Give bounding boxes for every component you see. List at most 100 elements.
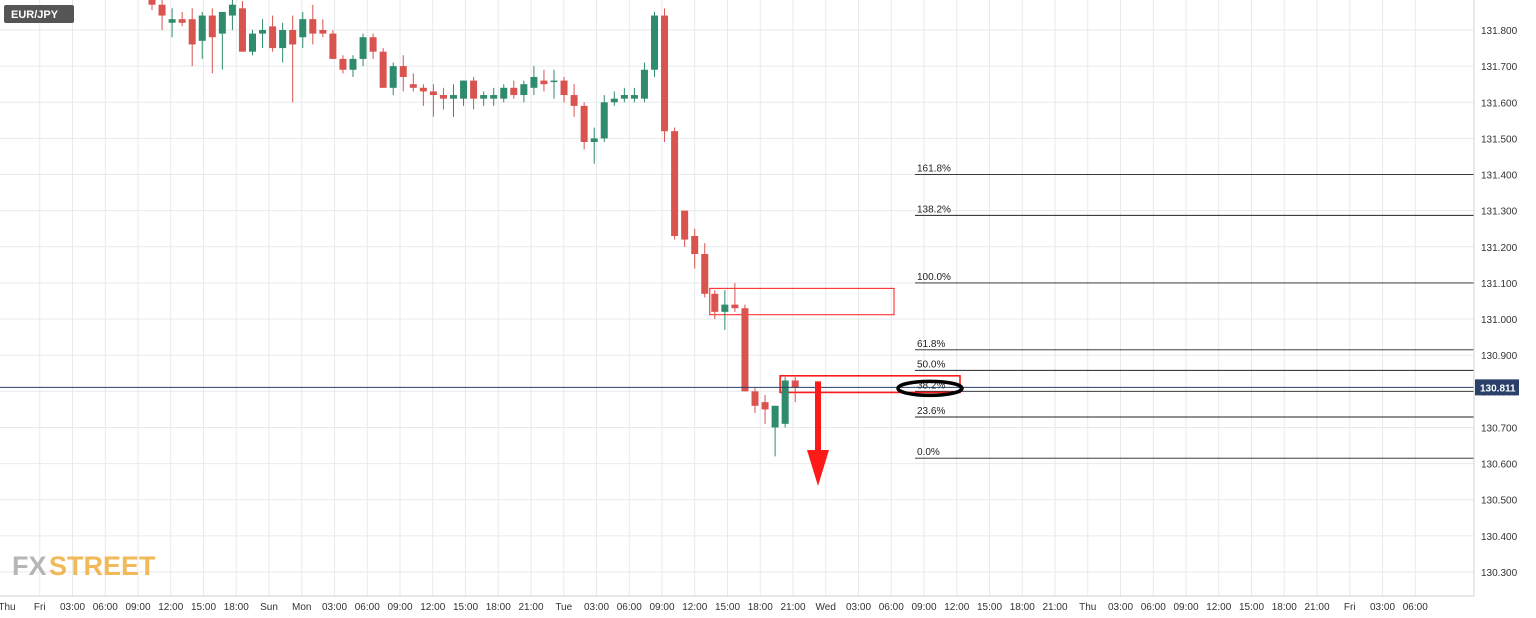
candle-body-up[interactable] bbox=[259, 30, 267, 34]
candle-body-up[interactable] bbox=[359, 37, 367, 59]
fib-level-label: 100.0% bbox=[917, 272, 951, 283]
fxstreet-logo: FX STREET bbox=[12, 551, 156, 581]
candle-body-up[interactable] bbox=[610, 98, 618, 103]
time-tick-label: 03:00 bbox=[1370, 602, 1395, 613]
candle-body-up[interactable] bbox=[721, 304, 729, 312]
time-tick-label: 15:00 bbox=[1239, 602, 1264, 613]
candle-body-up[interactable] bbox=[651, 15, 658, 70]
down-arrow-head bbox=[807, 450, 829, 486]
candle-body-down[interactable] bbox=[540, 80, 548, 85]
candle-body-up[interactable] bbox=[349, 58, 357, 70]
price-tick-label: 131.600 bbox=[1481, 98, 1518, 109]
price-tick-label: 131.200 bbox=[1481, 243, 1518, 254]
price-tick-label: 130.300 bbox=[1481, 568, 1518, 579]
time-tick-label: 06:00 bbox=[355, 602, 380, 613]
candle-body-down[interactable] bbox=[701, 254, 709, 294]
price-tick-label: 131.700 bbox=[1481, 62, 1518, 73]
candle-body-up[interactable] bbox=[460, 80, 468, 99]
time-tick-label: 06:00 bbox=[1403, 602, 1428, 613]
time-tick-label: 06:00 bbox=[93, 602, 118, 613]
candle-body-down[interactable] bbox=[289, 30, 297, 45]
candle-body-down[interactable] bbox=[681, 210, 689, 240]
time-tick-label: Wed bbox=[816, 602, 836, 613]
fib-level-label: 50.0% bbox=[917, 359, 945, 370]
candle-body-up[interactable] bbox=[168, 19, 176, 23]
candle-body-down[interactable] bbox=[309, 19, 317, 34]
candle-body-down[interactable] bbox=[691, 235, 699, 255]
candle-body-down[interactable] bbox=[580, 105, 588, 143]
candle-body-down[interactable] bbox=[419, 87, 427, 92]
time-tick-label: 09:00 bbox=[649, 602, 674, 613]
candle-body-down[interactable] bbox=[178, 19, 186, 23]
candle-body-down[interactable] bbox=[731, 304, 739, 309]
candle-body-down[interactable] bbox=[148, 0, 156, 5]
price-axis[interactable]: 131.800 131.700 131.600 131.500 131.400 131.3… bbox=[1473, 0, 1519, 596]
time-tick-label: 03:00 bbox=[322, 602, 347, 613]
candle-body-up[interactable] bbox=[389, 66, 397, 88]
candle-body-up[interactable] bbox=[530, 76, 538, 88]
candle-body-up[interactable] bbox=[450, 95, 457, 99]
candle-body-up[interactable] bbox=[520, 84, 528, 96]
candle-body-down[interactable] bbox=[429, 91, 437, 96]
candle-body-down[interactable] bbox=[369, 37, 377, 52]
candle-body-up[interactable] bbox=[198, 15, 206, 41]
candle-body-up[interactable] bbox=[550, 80, 558, 83]
candle-body-up[interactable] bbox=[218, 11, 226, 34]
current-price-label: 130.811 bbox=[1480, 383, 1516, 394]
time-tick-label: 18:00 bbox=[1010, 602, 1035, 613]
candle-body-up[interactable] bbox=[630, 95, 638, 99]
candle-body-down[interactable] bbox=[409, 84, 417, 88]
candle-body-up[interactable] bbox=[771, 405, 779, 428]
candle-body-down[interactable] bbox=[188, 19, 196, 45]
time-tick-label: 03:00 bbox=[846, 602, 871, 613]
candle-body-down[interactable] bbox=[158, 4, 166, 16]
annotations bbox=[0, 379, 1474, 486]
candle-body-down[interactable] bbox=[791, 380, 799, 388]
candle-body-up[interactable] bbox=[781, 380, 789, 424]
candle-body-up[interactable] bbox=[600, 102, 608, 139]
candle-body-down[interactable] bbox=[671, 131, 679, 236]
symbol-badge[interactable]: EUR/JPY bbox=[4, 5, 74, 23]
time-tick-label: 03:00 bbox=[60, 602, 85, 613]
time-tick-label: 18:00 bbox=[748, 602, 773, 613]
candle-body-down[interactable] bbox=[329, 33, 337, 59]
candle-body-down[interactable] bbox=[339, 58, 347, 70]
candle-body-down[interactable] bbox=[238, 8, 246, 52]
candle-body-up[interactable] bbox=[490, 95, 498, 99]
candle-body-down[interactable] bbox=[470, 80, 478, 99]
candle-body-up[interactable] bbox=[640, 69, 648, 99]
grid-lines bbox=[0, 0, 1474, 596]
candle-body-down[interactable] bbox=[661, 15, 669, 132]
price-tick-label: 130.400 bbox=[1481, 532, 1518, 543]
candle-body-up[interactable] bbox=[500, 87, 508, 99]
candle-body-down[interactable] bbox=[379, 51, 387, 88]
candle-body-down[interactable] bbox=[761, 402, 769, 410]
candle-body-up[interactable] bbox=[299, 19, 307, 38]
time-tick-label: 15:00 bbox=[715, 602, 740, 613]
down-arrow-shaft bbox=[815, 381, 821, 452]
candle-body-up[interactable] bbox=[590, 138, 598, 143]
candle-body-down[interactable] bbox=[208, 15, 216, 38]
candle-body-down[interactable] bbox=[560, 80, 568, 96]
candle-body-up[interactable] bbox=[228, 4, 236, 16]
candle-body-down[interactable] bbox=[269, 26, 277, 49]
candle-body-up[interactable] bbox=[620, 95, 628, 99]
candle-body-down[interactable] bbox=[510, 87, 518, 96]
price-tick-label: 130.900 bbox=[1481, 351, 1518, 362]
candle-body-down[interactable] bbox=[741, 308, 749, 392]
candle-body-down[interactable] bbox=[399, 66, 407, 77]
candle-body-up[interactable] bbox=[480, 95, 488, 99]
time-tick-label: 12:00 bbox=[158, 602, 183, 613]
time-tick-label: Thu bbox=[1079, 602, 1096, 613]
candle-body-down[interactable] bbox=[570, 95, 578, 106]
candle-body-down[interactable] bbox=[751, 391, 759, 406]
candle-body-down[interactable] bbox=[711, 293, 719, 312]
candle-body-up[interactable] bbox=[279, 30, 287, 49]
price-tick-label: 131.400 bbox=[1481, 171, 1518, 182]
supply-zone-box bbox=[709, 287, 895, 316]
time-axis[interactable]: Thu Fri 03:00 06:00 09:00 12:00 15:00 18:00 Sun M… bbox=[0, 595, 1474, 613]
candle-body-down[interactable] bbox=[319, 30, 327, 34]
candle-body-up[interactable] bbox=[249, 33, 256, 52]
candle-body-down[interactable] bbox=[439, 95, 447, 99]
